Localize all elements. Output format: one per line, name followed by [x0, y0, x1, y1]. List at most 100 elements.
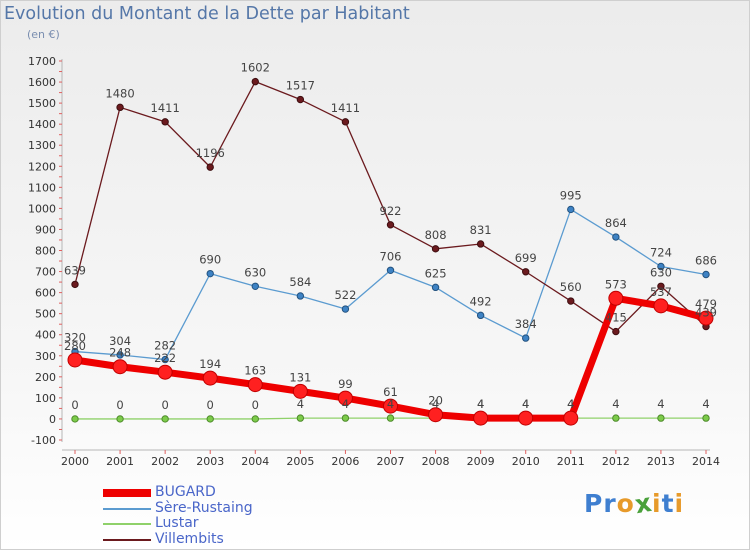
data-point-lustar [71, 415, 79, 423]
x-tick-label: 2005 [286, 455, 314, 468]
data-label-srerustaing: 282 [154, 339, 176, 353]
data-label-lustar: 4 [387, 397, 394, 411]
x-tick-label: 2008 [422, 455, 450, 468]
data-point-srerustaing [476, 311, 485, 320]
data-label-srerustaing: 384 [515, 317, 537, 331]
legend-swatch [103, 489, 151, 497]
y-tick-label: 500 [35, 308, 56, 321]
data-point-bugard [292, 383, 308, 399]
logo-letter: i [674, 489, 685, 518]
data-point-srerustaing [612, 233, 620, 241]
data-point-villembits [476, 240, 485, 248]
data-label-villembits: 1480 [105, 86, 134, 100]
data-point-villembits [251, 77, 259, 86]
data-point-villembits [522, 268, 530, 276]
logo-letter: t [661, 489, 675, 518]
y-tick-label: 400 [35, 329, 56, 342]
data-label-lustar: 4 [477, 397, 484, 411]
data-label-bugard: 479 [695, 297, 717, 311]
data-point-villembits [567, 297, 575, 305]
data-point-bugard [67, 352, 83, 368]
data-label-villembits: 699 [515, 251, 537, 265]
data-label-bugard: 4 [477, 397, 484, 411]
data-label-bugard: 248 [109, 346, 131, 360]
data-point-bugard [518, 410, 534, 426]
x-tick-label: 2010 [512, 455, 540, 468]
legend-swatch [103, 538, 151, 541]
data-label-srerustaing: 625 [425, 266, 447, 280]
data-point-lustar [296, 414, 305, 422]
data-point-villembits [431, 245, 440, 253]
data-label-lustar: 0 [207, 398, 214, 412]
y-tick-label: 1700 [28, 55, 56, 68]
data-label-bugard: 20 [428, 394, 443, 408]
data-label-villembits: 831 [470, 223, 492, 237]
data-label-lustar: 4 [657, 397, 664, 411]
data-point-bugard [337, 390, 353, 406]
data-point-srerustaing [341, 305, 350, 313]
data-point-bugard [473, 410, 489, 426]
data-label-lustar: 4 [342, 397, 349, 411]
data-point-villembits [386, 221, 395, 229]
data-point-bugard [202, 370, 218, 386]
data-label-villembits: 630 [650, 265, 672, 279]
data-label-lustar: 4 [522, 397, 529, 411]
data-label-villembits: 439 [695, 306, 717, 320]
data-point-bugard [698, 310, 714, 326]
data-point-bugard [247, 377, 263, 393]
data-label-bugard: 280 [64, 339, 86, 353]
data-label-bugard: 99 [338, 377, 353, 391]
data-point-bugard [112, 359, 128, 375]
data-label-lustar: 4 [612, 397, 619, 411]
data-label-lustar: 0 [116, 398, 123, 412]
data-point-bugard [608, 290, 624, 306]
data-label-lustar: 4 [567, 397, 574, 411]
x-tick-label: 2013 [647, 455, 675, 468]
data-label-lustar: 0 [71, 398, 78, 412]
y-tick-label: 1300 [28, 139, 56, 152]
data-label-bugard: 131 [289, 370, 311, 384]
data-label-srerustaing: 522 [334, 288, 356, 302]
data-label-villembits: 922 [380, 204, 402, 218]
data-label-srerustaing: 995 [560, 188, 582, 202]
x-tick-label: 2001 [106, 455, 134, 468]
data-point-srerustaing [567, 205, 575, 214]
x-tick-label: 2002 [151, 455, 179, 468]
data-label-srerustaing: 706 [380, 249, 402, 263]
y-tick-label: 800 [35, 245, 56, 258]
logo-letter: r [603, 489, 617, 518]
y-tick-label: 1500 [28, 97, 56, 110]
chart-title: Evolution du Montant de la Dette par Hab… [4, 4, 410, 24]
chart-subtitle: (en €) [27, 28, 60, 41]
x-tick-label: 2012 [602, 455, 630, 468]
data-point-bugard [383, 398, 398, 414]
data-label-villembits: 1517 [286, 79, 315, 93]
data-point-lustar [386, 414, 395, 422]
x-tick-label: 2004 [241, 455, 269, 468]
data-point-villembits [296, 95, 305, 104]
data-point-villembits [612, 327, 620, 336]
proxiti-logo: Proxiti [584, 488, 685, 520]
data-point-srerustaing [386, 266, 395, 274]
data-point-srerustaing [522, 334, 530, 342]
data-label-srerustaing: 492 [470, 294, 492, 308]
data-label-bugard: 573 [605, 277, 627, 291]
data-point-villembits [341, 118, 350, 126]
data-label-villembits: 560 [560, 280, 582, 294]
data-label-bugard: 4 [522, 397, 529, 411]
y-tick-label: 1200 [28, 160, 56, 173]
data-point-lustar [206, 415, 214, 423]
data-point-villembits [206, 163, 214, 171]
legend-label: Villembits [155, 530, 224, 547]
data-label-villembits: 415 [605, 311, 627, 325]
y-tick-label: 0 [49, 413, 56, 426]
logo-letter: P [584, 489, 604, 518]
y-tick-label: 1000 [28, 202, 56, 215]
data-label-villembits: 639 [64, 263, 86, 277]
data-point-lustar [341, 414, 350, 422]
data-point-srerustaing [657, 262, 665, 271]
data-point-bugard [428, 407, 444, 423]
data-point-lustar [116, 415, 124, 423]
y-tick-label: 900 [35, 223, 56, 236]
y-tick-label: 1100 [28, 181, 56, 194]
